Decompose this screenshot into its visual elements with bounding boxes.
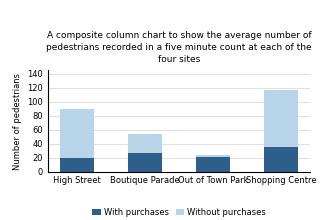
Bar (128, 153, 162, 172)
Legend: With purchases, Without purchases: With purchases, Without purchases (89, 204, 269, 220)
Bar (60, 158, 94, 172)
Bar (60, 109, 94, 158)
Title: A composite column chart to show the average number of
pedestrians recorded in a: A composite column chart to show the ave… (46, 31, 312, 64)
Bar (264, 90, 299, 147)
Bar (128, 134, 162, 153)
Bar (264, 147, 299, 172)
Bar (196, 157, 230, 172)
Bar (196, 155, 230, 157)
Y-axis label: Number of pedestrians: Number of pedestrians (13, 73, 22, 169)
